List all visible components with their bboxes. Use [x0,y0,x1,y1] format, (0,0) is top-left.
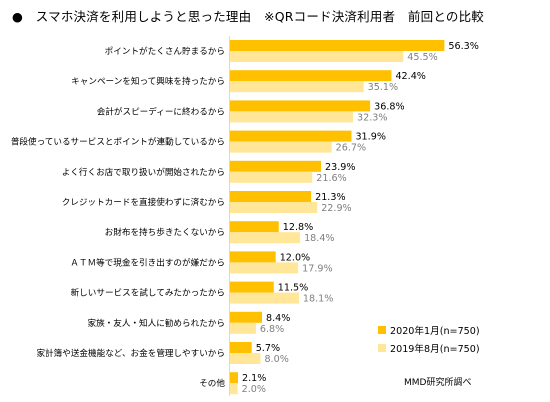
value-label-2019: 2.0% [242,384,266,395]
bar-2019 [230,111,353,123]
bar-2019 [230,262,299,274]
category-label: クレジットカードを直接使わずに済むから [62,196,225,208]
bar-2020 [230,251,276,263]
category-label: よく行くお店で取り扱いが開始されたから [62,166,225,178]
category-label: お財布を持ち歩きたくないから [105,226,225,238]
value-label-2019: 18.1% [303,294,333,305]
value-label-2019: 21.6% [316,173,346,184]
bar-2020 [230,311,262,323]
value-label-2019: 22.9% [321,203,351,214]
value-label-2020: 31.9% [355,132,385,143]
bar-2019 [230,51,404,62]
value-label-2020: 2.1% [242,373,266,384]
bar-2020 [230,191,312,202]
category-label: 家族・友人・知人に勧められたから [87,317,225,329]
value-label-2020: 36.8% [374,101,404,112]
value-label-2019: 17.9% [302,263,332,274]
bar-2020 [230,342,252,353]
legend-label-2020: 2020年1月(n=750) [390,325,480,337]
category-label: その他 [199,377,225,389]
value-label-2019: 6.8% [260,324,284,335]
legend-swatch-2020 [378,326,386,334]
bars-layer: ポイントがたくさん貯まるから 56.3% 45.5% キャンペーンを知って興味を持った… [11,40,479,395]
legend-label-2019: 2019年8月(n=750) [390,343,480,355]
bar-2019 [230,292,299,304]
value-label-2020: 12.8% [283,222,313,233]
category-label: 家計簿や送金機能など、お金を管理しやすいから [36,347,225,359]
bar-2020 [230,281,274,293]
value-label-2020: 23.9% [325,162,355,173]
value-label-2020: 8.4% [266,313,290,324]
value-label-2019: 26.7% [336,143,366,154]
category-label: ＡＴＭ等で現金を引き出すのが嫌だから [70,256,225,268]
value-label-2020: 12.0% [280,252,310,263]
bar-2019 [230,383,238,395]
category-label: 会計がスピーディーに終わるから [97,105,225,117]
bar-2019 [230,202,318,213]
value-label-2019: 32.3% [357,112,387,123]
category-label: 新しいサービスを試してみたかったから [71,287,225,299]
source-note: MMD研究所調べ [404,376,471,388]
bar-2019 [230,171,313,183]
bar-2019 [230,81,364,93]
bar-2020 [230,372,238,384]
bar-2020 [230,221,279,233]
value-label-2019: 35.1% [368,82,398,93]
bar-2019 [230,353,261,364]
bar-2020 [230,130,352,142]
bar-2020 [230,70,392,82]
legend: 2020年1月(n=750) 2019年8月(n=750) [378,325,480,355]
value-label-2019: 18.4% [304,233,334,244]
bar-2019 [230,141,332,153]
chart-title: ● スマホ決済を利用しようと思った理由 ※QRコード決済利用者 前回との比較 [12,9,485,24]
bar-2020 [230,100,371,112]
value-label-2020: 5.7% [256,343,280,354]
value-label-2020: 56.3% [448,41,478,52]
bar-2019 [230,322,256,334]
bar-2020 [230,160,322,172]
legend-swatch-2019 [378,344,386,352]
bar-2020 [230,40,445,51]
value-label-2019: 45.5% [407,52,437,63]
bar-2019 [230,232,301,244]
category-label: 普段使っているサービスとポイントが連動しているから [11,136,225,148]
category-label: キャンペーンを知って興味を持ったから [71,75,225,87]
value-label-2020: 42.4% [395,71,425,82]
category-label: ポイントがたくさん貯まるから [105,45,225,57]
value-label-2019: 8.0% [264,354,288,365]
value-label-2020: 21.3% [315,192,345,203]
value-label-2020: 11.5% [278,283,308,294]
